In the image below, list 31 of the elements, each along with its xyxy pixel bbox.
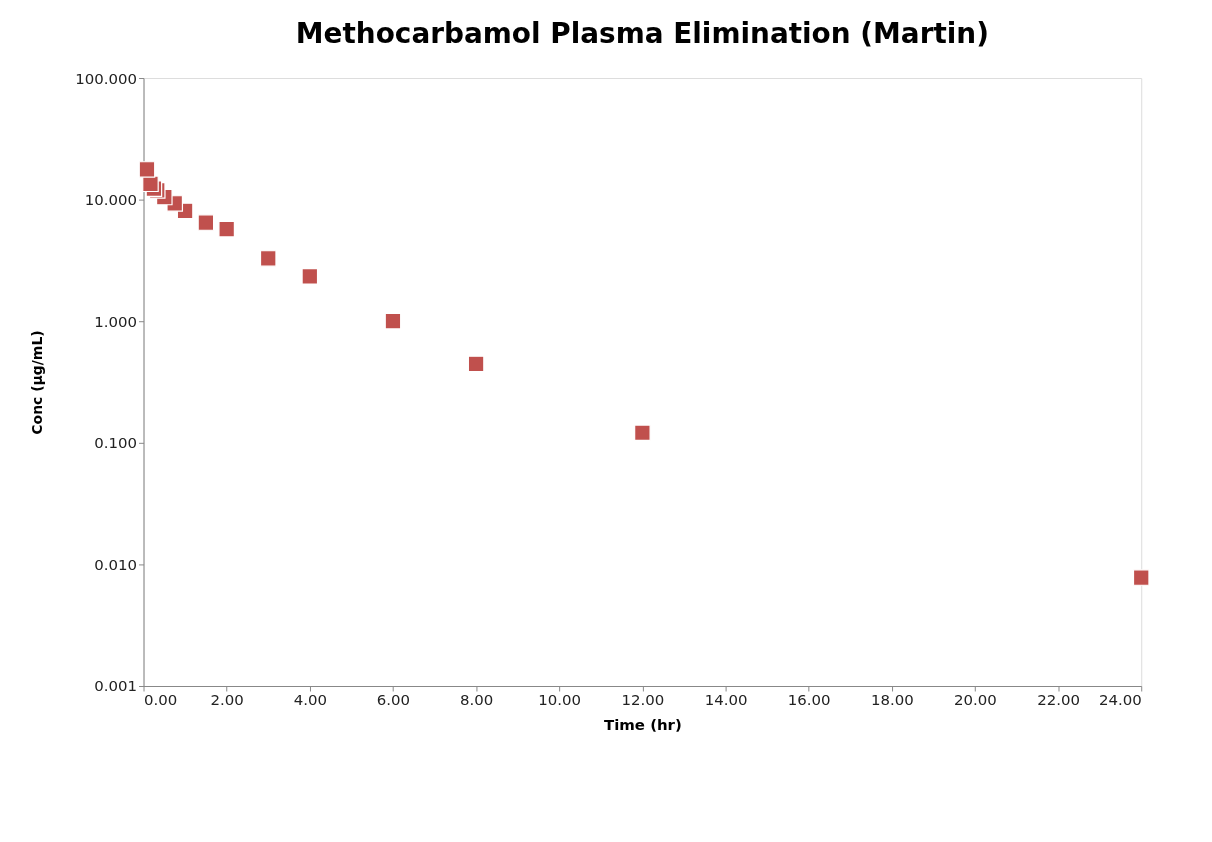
x-tick-label: 6.00 xyxy=(376,691,411,710)
x-tick-label: 4.00 xyxy=(293,691,327,710)
point xyxy=(197,214,215,231)
x-tick-label: 0.00 xyxy=(144,691,178,710)
point xyxy=(634,424,651,442)
point xyxy=(218,220,235,238)
y-tick-label: 0.001 xyxy=(94,677,138,696)
x-tick-label: 14.00 xyxy=(704,691,748,710)
point xyxy=(467,355,485,373)
x-tick-label: 8.00 xyxy=(459,691,494,710)
point xyxy=(1132,569,1150,586)
x-tick-label: 22.00 xyxy=(1037,691,1080,710)
y-tick-label: 0.010 xyxy=(94,555,138,574)
x-tick-label: 2.00 xyxy=(210,691,244,710)
y-tick-label: 100.000 xyxy=(75,69,138,88)
x-tick-label: 16.00 xyxy=(787,691,831,710)
point xyxy=(301,268,319,285)
x-tick-label: 18.00 xyxy=(870,691,914,710)
x-tick-label: 10.00 xyxy=(538,691,582,710)
chart-title: Methocarbamol Plasma Elimination (Martin) xyxy=(295,17,989,51)
x-tick-label: 24.00 xyxy=(1098,691,1142,710)
y-tick-label: 10.000 xyxy=(84,191,138,210)
y-tick-label: 1.000 xyxy=(94,312,138,331)
y-axis-title: Conc (µg/mL) xyxy=(29,330,46,435)
x-tick-label: 12.00 xyxy=(621,691,665,710)
point xyxy=(384,312,402,330)
point xyxy=(138,161,156,178)
x-axis-title: Time (hr) xyxy=(603,716,682,735)
point xyxy=(259,250,277,267)
y-tick-label: 0.100 xyxy=(94,434,138,453)
x-tick-label: 20.00 xyxy=(954,691,997,710)
